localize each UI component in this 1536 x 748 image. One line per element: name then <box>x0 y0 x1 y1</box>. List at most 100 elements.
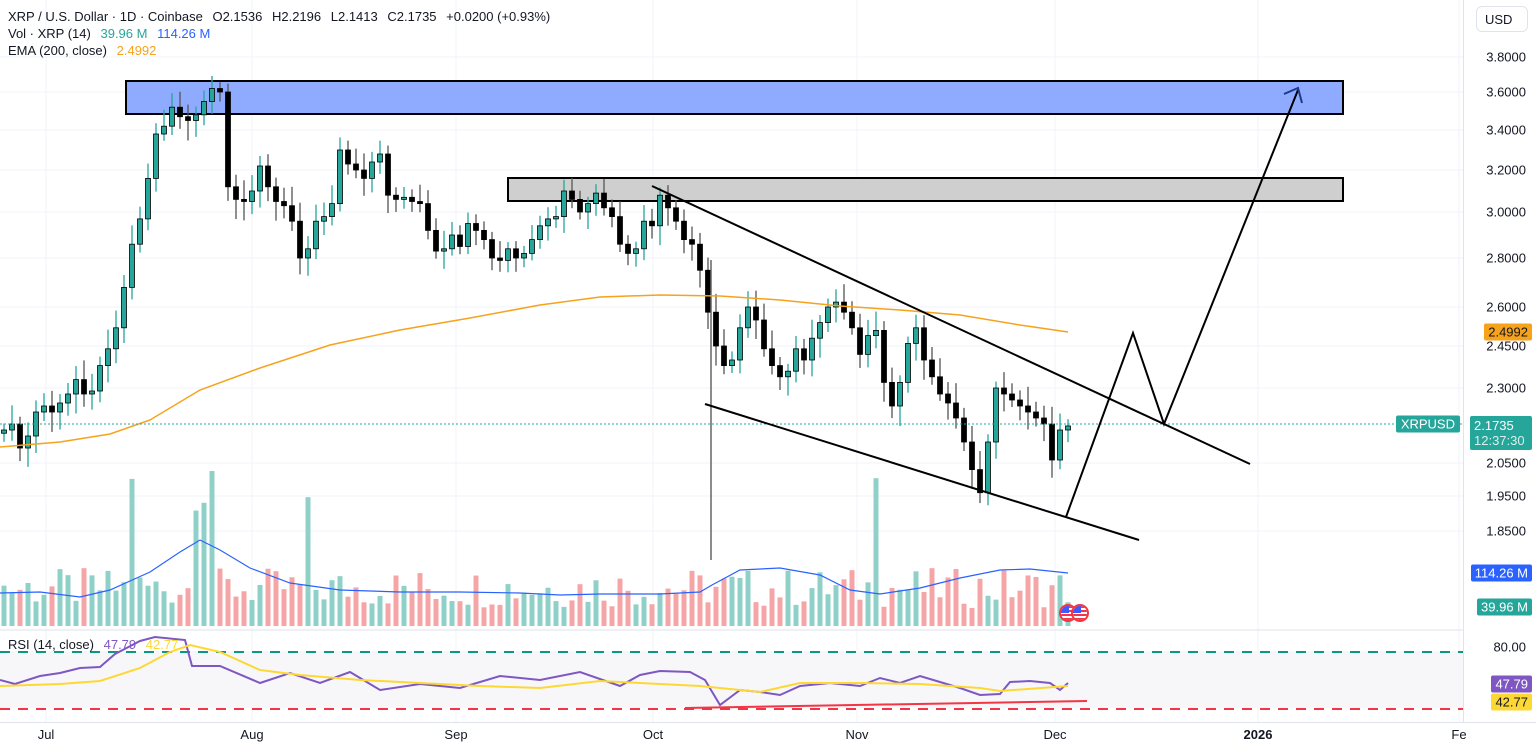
bar-countdown: 12:37:30 <box>1474 433 1525 448</box>
volume-bar <box>161 591 167 626</box>
time-label-aug: Aug <box>240 727 264 742</box>
volume-bar <box>129 478 135 626</box>
candle-body <box>961 417 967 443</box>
candle-body <box>465 223 471 247</box>
close-value: C2.1735 <box>387 9 437 24</box>
volume-bar <box>393 575 399 626</box>
volume-bar <box>281 589 287 626</box>
rsi-ma-badge: 42.77 <box>1491 693 1532 711</box>
volume-bar <box>417 573 423 626</box>
volume-bar <box>353 587 359 626</box>
candle-body <box>985 441 991 494</box>
candle-body <box>305 248 311 259</box>
price-tick: 2.6000 <box>1486 299 1526 315</box>
candle-body <box>1001 387 1007 395</box>
low-value: L2.1413 <box>330 9 378 24</box>
candle-body <box>633 248 639 254</box>
rsi-value-badge: 47.79 <box>1491 675 1532 693</box>
volume-bar <box>41 594 47 626</box>
candle-body <box>545 218 551 227</box>
volume-bar <box>737 577 743 626</box>
candle-body <box>9 423 15 431</box>
volume-bar <box>865 582 871 626</box>
candle-body <box>1025 405 1031 413</box>
price-tick: 1.8500 <box>1486 523 1526 539</box>
candle-body <box>209 88 215 102</box>
candle-body <box>49 405 55 413</box>
volume-bar <box>641 596 647 626</box>
volume-bar <box>713 586 719 626</box>
volume-bar <box>577 584 583 626</box>
volume-bar <box>881 606 887 626</box>
candle-body <box>929 359 935 378</box>
volume-bar <box>673 593 679 626</box>
price-axis[interactable]: USD 3.8000 3.6000 3.4000 3.2000 3.0000 2.8000… <box>1463 0 1536 722</box>
volume-bar <box>545 587 551 626</box>
volume-bar <box>313 589 319 626</box>
volume-bar <box>9 593 15 626</box>
volume-bar <box>841 579 847 626</box>
projection-arrowhead-icon <box>1283 86 1303 104</box>
time-label-feb: Fe <box>1451 727 1467 742</box>
ema-label[interactable]: EMA (200, close) <box>8 43 107 58</box>
candle-body <box>337 149 343 204</box>
volume-bar <box>505 584 511 626</box>
rsi-ma-line <box>0 643 1069 694</box>
currency-button[interactable]: USD <box>1476 6 1528 32</box>
volume-bar <box>337 576 343 626</box>
rsi-label[interactable]: RSI (14, close) <box>8 637 94 652</box>
volume-bar <box>225 579 231 626</box>
volume-bar <box>889 588 895 626</box>
candle-body <box>785 370 791 378</box>
time-axis[interactable]: Jul Aug Sep Oct Nov Dec 2026 Fe <box>0 722 1536 748</box>
candle-body <box>241 198 247 202</box>
candle-body <box>1057 429 1063 461</box>
candle-body <box>625 243 631 254</box>
volume-bar <box>465 604 471 626</box>
volume-bar <box>1049 585 1055 626</box>
candle-body <box>457 234 463 247</box>
candle-body <box>473 223 479 231</box>
symbol-title[interactable]: XRP / U.S. Dollar · 1D · Coinbase <box>8 9 203 24</box>
time-label-nov: Nov <box>845 727 869 742</box>
volume-bar <box>729 576 735 626</box>
candle-body <box>481 229 487 240</box>
volume-bar <box>601 600 607 626</box>
volume-bar <box>529 594 535 626</box>
volume-bar <box>33 601 39 626</box>
candle-body <box>793 348 799 372</box>
price-tick: 3.6000 <box>1486 84 1526 100</box>
candle-body <box>521 252 527 259</box>
candle-body <box>153 133 159 179</box>
candle-body <box>769 348 775 366</box>
volume-bar <box>265 568 271 626</box>
candle-body <box>489 239 495 259</box>
change-value: +0.0200 (+0.93%) <box>446 9 551 24</box>
volume-bar <box>521 592 527 626</box>
candle-body <box>185 116 191 121</box>
volume-bar <box>65 575 71 626</box>
volume-bar <box>649 604 655 626</box>
ohlc-row: XRP / U.S. Dollar · 1D · Coinbase O2.153… <box>8 8 550 25</box>
volume-bar <box>921 591 927 626</box>
volume-bar <box>721 578 727 626</box>
candle-body <box>513 248 519 259</box>
candle-body <box>945 393 951 404</box>
volume-bar <box>321 599 327 626</box>
volume-bar <box>873 478 879 626</box>
candle-body <box>225 91 231 188</box>
volume-bar <box>977 578 983 626</box>
volume-bar <box>185 588 191 626</box>
volume-bar <box>665 588 671 626</box>
volume-bar <box>625 590 631 626</box>
volume-bar <box>569 600 575 626</box>
volume-label[interactable]: Vol · XRP (14) <box>8 26 91 41</box>
volume-bar <box>481 607 487 626</box>
price-tick: 3.8000 <box>1486 49 1526 65</box>
candle-body <box>761 319 767 350</box>
candle-body <box>649 220 655 227</box>
volume-bar <box>913 571 919 626</box>
us-flag-event-icon[interactable] <box>1071 604 1089 622</box>
volume-bar <box>497 604 503 626</box>
